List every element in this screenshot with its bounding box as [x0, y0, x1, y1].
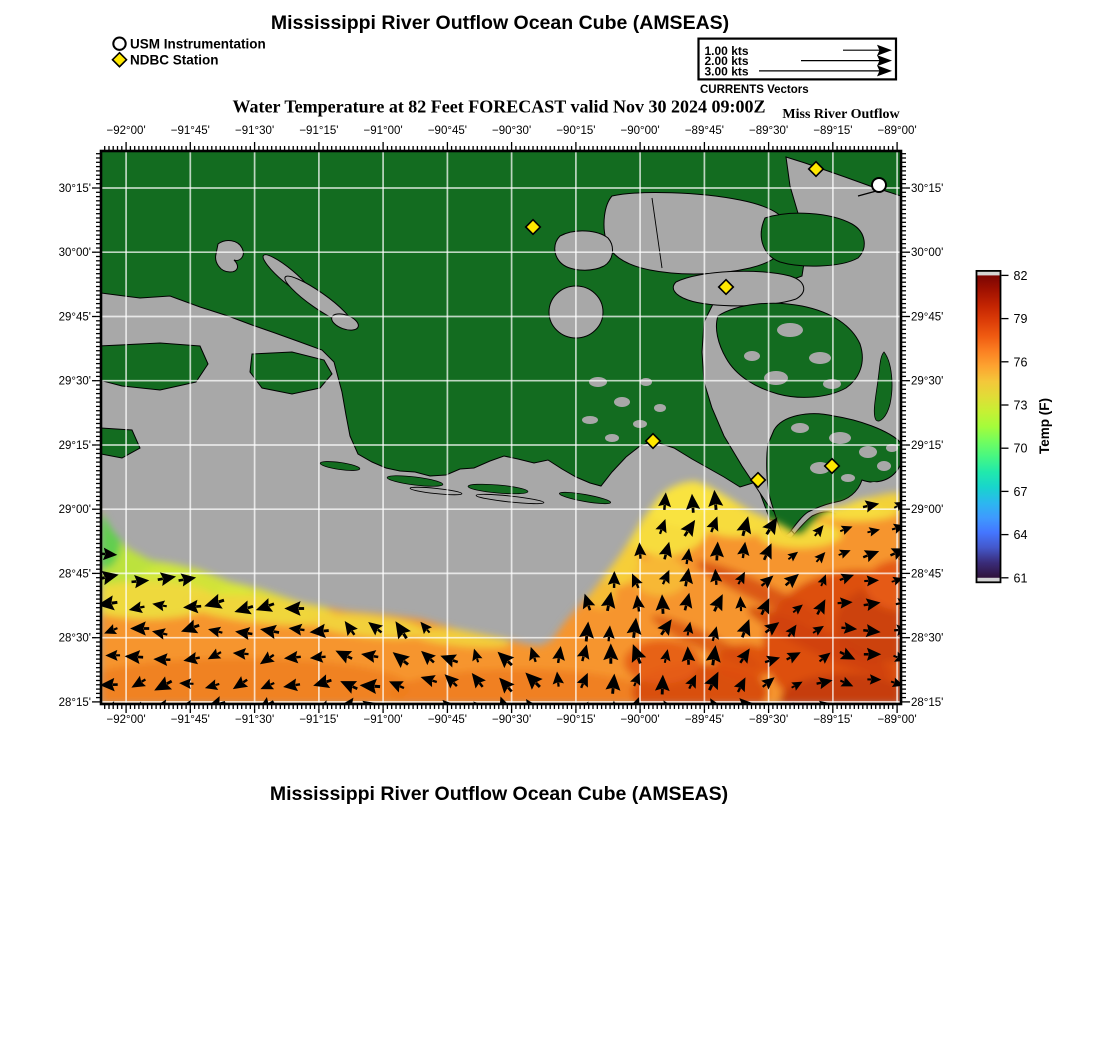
svg-text:Mississippi River Outflow Ocea: Mississippi River Outflow Ocean Cube (AM…: [271, 12, 729, 34]
svg-text:Miss River Outflow: Miss River Outflow: [782, 107, 900, 122]
svg-text:−91°00': −91°00': [364, 125, 403, 137]
svg-text:−91°45': −91°45': [171, 125, 210, 137]
svg-text:−91°15': −91°15': [299, 125, 338, 137]
svg-text:29°30': 29°30': [59, 376, 91, 388]
svg-text:29°00': 29°00': [911, 504, 943, 516]
svg-text:76: 76: [1014, 355, 1028, 369]
svg-text:3.00 kts: 3.00 kts: [705, 64, 749, 78]
svg-text:29°15': 29°15': [59, 440, 91, 452]
svg-text:30°15': 30°15': [911, 183, 943, 195]
svg-text:28°15': 28°15': [911, 697, 943, 709]
svg-text:2.00 kts: 2.00 kts: [705, 54, 749, 68]
svg-text:−89°45': −89°45': [685, 714, 724, 726]
svg-text:61: 61: [1014, 571, 1028, 585]
svg-text:−89°15': −89°15': [813, 714, 852, 726]
svg-text:USM Instrumentation: USM Instrumentation: [130, 37, 266, 52]
svg-text:28°15': 28°15': [59, 697, 91, 709]
svg-text:−90°45': −90°45': [428, 714, 467, 726]
svg-text:−91°30': −91°30': [235, 714, 274, 726]
svg-text:−91°30': −91°30': [235, 125, 274, 137]
svg-text:67: 67: [1014, 485, 1028, 499]
svg-text:−91°15': −91°15': [299, 714, 338, 726]
svg-text:79: 79: [1014, 312, 1028, 326]
svg-text:30°00': 30°00': [911, 247, 943, 259]
svg-text:−92°00': −92°00': [107, 714, 146, 726]
svg-text:−89°45': −89°45': [685, 125, 724, 137]
svg-text:29°30': 29°30': [911, 376, 943, 388]
svg-text:−91°00': −91°00': [364, 714, 403, 726]
svg-text:29°45': 29°45': [59, 312, 91, 324]
svg-text:Water Temperature at 82 Feet F: Water Temperature at 82 Feet FORECAST va…: [233, 97, 766, 117]
svg-text:−90°30': −90°30': [492, 125, 531, 137]
svg-text:−90°15': −90°15': [556, 125, 595, 137]
svg-text:29°00': 29°00': [59, 504, 91, 516]
svg-text:64: 64: [1014, 528, 1028, 542]
svg-text:29°45': 29°45': [911, 312, 943, 324]
svg-text:−90°30': −90°30': [492, 714, 531, 726]
svg-text:−90°00': −90°00': [621, 125, 660, 137]
svg-text:Temp (F): Temp (F): [1037, 398, 1052, 454]
svg-text:−89°30': −89°30': [749, 125, 788, 137]
svg-text:28°30': 28°30': [911, 633, 943, 645]
svg-text:−89°00': −89°00': [878, 714, 917, 726]
svg-text:CURRENTS Vectors: CURRENTS Vectors: [700, 84, 809, 96]
svg-text:−91°45': −91°45': [171, 714, 210, 726]
svg-text:30°00': 30°00': [59, 247, 91, 259]
svg-text:70: 70: [1014, 442, 1028, 456]
svg-text:28°30': 28°30': [59, 633, 91, 645]
svg-text:−90°45': −90°45': [428, 125, 467, 137]
svg-text:28°45': 28°45': [59, 568, 91, 580]
svg-text:73: 73: [1014, 399, 1028, 413]
svg-text:−90°15': −90°15': [556, 714, 595, 726]
svg-text:1.00 kts: 1.00 kts: [705, 44, 749, 58]
svg-text:−89°00': −89°00': [878, 125, 917, 137]
svg-text:Mississippi River Outflow Ocea: Mississippi River Outflow Ocean Cube (AM…: [270, 783, 728, 805]
svg-text:82: 82: [1014, 269, 1028, 283]
svg-text:−89°30': −89°30': [749, 714, 788, 726]
svg-text:−90°00': −90°00': [621, 714, 660, 726]
svg-text:29°15': 29°15': [911, 440, 943, 452]
svg-text:30°15': 30°15': [59, 183, 91, 195]
svg-text:−92°00': −92°00': [107, 125, 146, 137]
svg-text:NDBC Station: NDBC Station: [130, 53, 219, 68]
svg-text:28°45': 28°45': [911, 568, 943, 580]
svg-text:−89°15': −89°15': [813, 125, 852, 137]
